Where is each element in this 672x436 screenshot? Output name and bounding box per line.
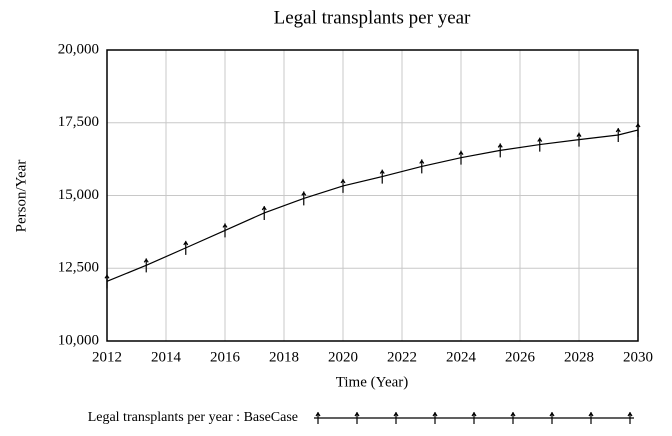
legend-marker <box>393 411 399 424</box>
point-marker <box>340 178 346 193</box>
legend-label: Legal transplants per year : BaseCase <box>88 410 298 425</box>
y-tick-label: 17,500 <box>58 114 99 130</box>
x-tick-label: 2030 <box>623 349 653 365</box>
point-marker <box>497 143 503 158</box>
x-tick-label: 2012 <box>92 349 122 365</box>
y-tick-label: 20,000 <box>58 41 99 57</box>
legend-marker <box>471 411 477 424</box>
legend-marker <box>432 411 438 424</box>
point-marker <box>419 159 425 174</box>
x-tick-label: 2022 <box>387 349 417 365</box>
x-tick-label: 2024 <box>446 349 477 365</box>
plot-frame <box>106 49 639 342</box>
point-marker <box>615 127 621 142</box>
point-marker <box>261 205 267 220</box>
point-marker <box>635 122 641 138</box>
x-tick-label: 2018 <box>269 349 299 365</box>
y-axis-label: Person/Year <box>13 160 29 233</box>
point-marker <box>301 191 307 206</box>
point-marker <box>222 223 228 238</box>
x-tick-label: 2016 <box>210 349 241 365</box>
legend-marker <box>510 411 516 424</box>
legend-marker <box>354 411 360 424</box>
series-line <box>106 129 639 282</box>
point-marker <box>143 258 149 273</box>
point-marker <box>104 274 110 289</box>
point-marker <box>183 240 189 255</box>
x-tick-label: 2014 <box>151 349 182 365</box>
y-tick-label: 10,000 <box>58 332 99 348</box>
x-tick-label: 2028 <box>564 349 594 365</box>
x-tick-label: 2020 <box>328 349 358 365</box>
legend-marker <box>627 411 633 424</box>
point-marker <box>537 137 543 152</box>
y-tick-label: 15,000 <box>58 187 99 203</box>
y-tick-label: 12,500 <box>58 260 99 276</box>
point-marker <box>379 169 385 184</box>
legend-marker <box>549 411 555 424</box>
point-marker <box>576 132 582 147</box>
x-tick-label: 2026 <box>505 349 536 365</box>
x-axis-label: Time (Year) <box>336 374 409 390</box>
legend-marker <box>588 411 594 424</box>
point-marker <box>458 150 464 165</box>
chart-title: Legal transplants per year <box>274 7 471 28</box>
legend-marker <box>315 411 321 424</box>
